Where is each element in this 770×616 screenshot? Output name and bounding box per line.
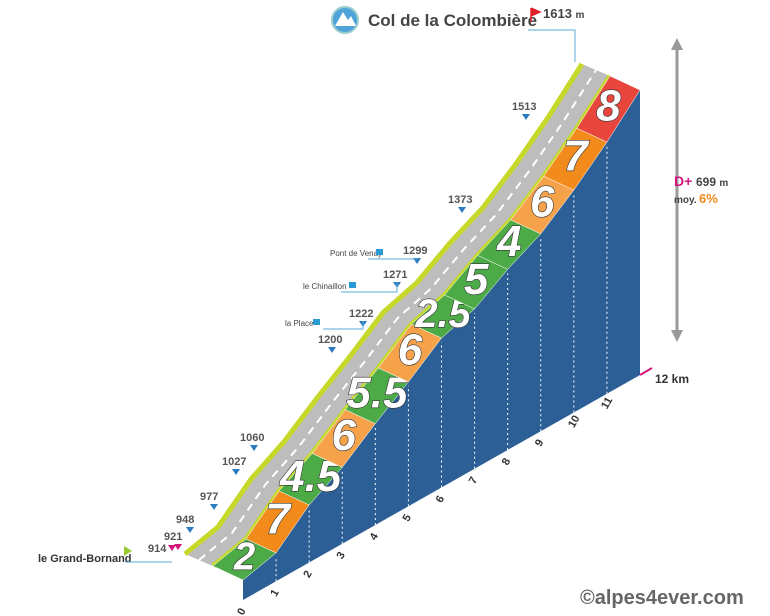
avg: 6% <box>699 191 718 206</box>
altitude-label: 1513 <box>512 101 536 113</box>
gain: 699 m <box>696 175 728 189</box>
avg-label: moy. <box>674 195 697 206</box>
altitude-label: 948 <box>176 514 194 526</box>
altitude-label: 977 <box>200 491 218 503</box>
km-label: 2 <box>301 569 314 580</box>
gradient-label: 8 <box>596 82 621 131</box>
gradient-label: 6 <box>332 411 357 460</box>
gain-value: 699 <box>696 175 716 189</box>
altitude-marker <box>458 207 466 213</box>
altitude-label: 1222 <box>349 308 373 320</box>
gain-label: D+ <box>674 173 692 189</box>
summit-flag <box>530 7 542 22</box>
gradient-label: 6 <box>530 178 555 227</box>
start-flag <box>124 546 132 556</box>
km-label: 6 <box>434 494 447 505</box>
altitude-label: 1060 <box>240 432 264 444</box>
altitude-marker <box>522 114 530 120</box>
gradient-label: 7 <box>265 495 292 544</box>
summit-leader <box>528 29 576 62</box>
altitude-marker <box>250 445 258 451</box>
gradient-label: 6 <box>398 326 423 375</box>
altitude-label: 1027 <box>222 456 246 468</box>
gradient-label: 5.5 <box>346 368 408 417</box>
place-leader <box>341 282 398 293</box>
gradient-label: 7 <box>563 132 590 181</box>
start-name: le Grand-Bornand <box>38 553 132 565</box>
place-icon <box>349 282 356 288</box>
summit-altitude: 1613 m <box>543 6 585 21</box>
altitude-label: 1373 <box>448 194 472 206</box>
gradient-segment <box>576 75 641 143</box>
gradient-label: 2.5 <box>414 292 471 336</box>
road <box>185 64 610 566</box>
gradient-label: 2 <box>233 536 255 579</box>
gradient-label: 4 <box>496 218 521 266</box>
place-label: la Place <box>285 319 314 328</box>
km-label: 8 <box>500 456 513 467</box>
col-icon-mountain <box>335 12 356 26</box>
road-edge <box>183 62 585 556</box>
place-icon <box>376 249 383 255</box>
altitude-marker <box>174 544 182 550</box>
altitude-marker <box>186 527 194 533</box>
place-leader <box>323 321 364 330</box>
title: Col de la Colombière <box>368 11 537 30</box>
km-label: 3 <box>334 550 347 561</box>
km-label: 1 <box>268 587 281 598</box>
altitude-label: 1299 <box>403 245 427 257</box>
km-label: 5 <box>401 512 414 523</box>
road-center <box>198 69 597 561</box>
gradient-label: 5 <box>464 255 489 304</box>
length-tick <box>639 367 653 376</box>
start-altitude: 914 <box>148 543 167 555</box>
altitude-label: 1271 <box>383 269 407 281</box>
km-label: 9 <box>533 437 546 448</box>
altitude-marker <box>210 504 218 510</box>
altitude-label: 1200 <box>318 334 342 346</box>
credit: ©alpes4ever.com <box>580 587 744 609</box>
place-label: le Chinaillon <box>303 282 347 291</box>
place-icon <box>313 319 320 325</box>
place-label: Pont de Venay <box>330 249 382 258</box>
summit-unit: m <box>576 10 585 21</box>
altitude-marker <box>328 347 336 353</box>
summit-altitude-value: 1613 <box>543 6 572 21</box>
altitude-marker <box>232 469 240 475</box>
length: 12 km <box>655 372 689 386</box>
start-marker <box>168 545 176 551</box>
km-label: 10 <box>566 413 583 430</box>
gain-unit: m <box>719 178 728 189</box>
altitude-label: 921 <box>164 531 182 543</box>
km-label: 7 <box>467 475 480 486</box>
km-label: 11 <box>599 395 615 411</box>
km-label: 0 <box>235 606 248 616</box>
profile: 274.565.562.5546780123456789101192194897… <box>164 62 641 616</box>
place-leader <box>368 258 418 260</box>
